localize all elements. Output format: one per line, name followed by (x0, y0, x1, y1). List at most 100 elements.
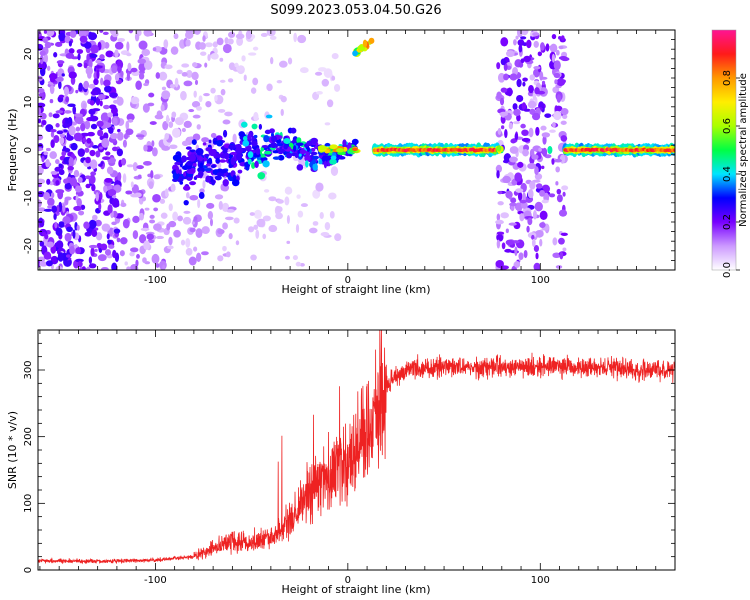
spectrogram-blob (237, 169, 243, 174)
spectrogram-blob (142, 257, 147, 264)
spectrogram-blob (194, 79, 199, 85)
spectrogram-blob (189, 181, 197, 186)
spectrogram-blob (245, 30, 252, 40)
spectrogram-blob (305, 160, 309, 168)
spectrogram-blob (117, 37, 125, 42)
y-tick-label: 300 (23, 360, 34, 379)
spectrogram-blob (292, 255, 298, 261)
spectrogram-blob (220, 154, 227, 159)
spectrogram-blob (242, 135, 248, 142)
spectrogram-blob (559, 154, 566, 164)
spectrogram-blob (555, 181, 559, 186)
spectrogram-blob (164, 64, 173, 70)
spectrogram-blob (59, 137, 65, 145)
spectrogram-blob (531, 112, 541, 121)
spectrogram-blob (54, 166, 62, 172)
spectrogram-blob (545, 43, 550, 52)
spectrogram-blob (248, 226, 255, 233)
snr-y-ticks: 0 100 200 300 (23, 329, 675, 573)
spectrogram-blob (529, 74, 536, 81)
spectrogram-blob (112, 194, 117, 199)
spectrogram-blob (132, 161, 138, 172)
spectrogram-blob (117, 171, 122, 181)
spectrogram-blob (500, 37, 509, 47)
spectrogram-blob (53, 134, 60, 144)
spectrogram-blob (311, 159, 316, 165)
spectrogram-blob (497, 128, 502, 135)
spectrogram-blob (308, 227, 318, 234)
spectrogram-blob (553, 72, 561, 79)
spectrogram-blob (135, 80, 142, 91)
spectrogram-blob (264, 150, 272, 155)
spectrogram-blob (496, 234, 504, 242)
spectrogram-blob (123, 133, 129, 140)
spectrogram-blob (65, 52, 75, 59)
spectrogram-blob (516, 114, 521, 122)
spectrogram-blob (161, 86, 167, 91)
spectrogram-blob (89, 53, 98, 58)
spectrogram-blob (91, 108, 101, 112)
spectrogram-blob (79, 35, 88, 43)
spectrogram-blob (99, 100, 103, 107)
spectrogram-blob (503, 73, 509, 81)
spectrogram-blob (540, 165, 545, 170)
spectrogram-blob (510, 138, 517, 144)
spectrogram-blob (276, 143, 284, 147)
spectrogram-blob (518, 252, 524, 260)
spectrogram-blob (266, 83, 273, 92)
spectrogram-blob (59, 133, 66, 138)
spectrogram-blob (63, 178, 69, 184)
spectrogram-blob (174, 77, 179, 88)
spectrogram-blob (100, 77, 104, 86)
spectrogram-blob (63, 129, 68, 133)
spectrogram-blob (56, 130, 64, 135)
spectrogram-blob (222, 119, 231, 125)
spectrogram-blob (72, 229, 76, 239)
spectrogram-blob (500, 58, 507, 66)
spectrogram-blob (174, 161, 181, 165)
spectrogram-blob (203, 93, 210, 97)
spectrogram-blob (217, 228, 225, 235)
spectrogram-blob (495, 259, 504, 268)
spectrogram-blob (46, 178, 51, 185)
spectrogram-blob (95, 192, 99, 202)
spectrogram-blob (68, 40, 73, 47)
spectrogram-blob (253, 209, 262, 219)
x-tick-label: 0 (345, 275, 351, 286)
spectrogram-blob (192, 62, 198, 68)
spectrogram-blob (104, 249, 112, 256)
spectrogram-blob (496, 170, 500, 179)
snr-panel: -100 0 100 0 100 200 300 Height of straight l… (6, 329, 676, 596)
spectrogram-blob (328, 192, 337, 200)
spectrogram-blob (38, 259, 41, 268)
spectrogram-blob (306, 140, 313, 147)
spectrogram-blob (38, 106, 41, 116)
spectrogram-blob (162, 120, 169, 131)
spectrogram-blob (277, 154, 285, 161)
spectrogram-blob (186, 169, 195, 174)
spectrogram-blob (91, 183, 96, 192)
spectrogram-blob (83, 41, 92, 49)
spectrogram-blob (255, 229, 260, 239)
spectrogram-blob (152, 193, 161, 203)
y-tick-label: 100 (23, 494, 34, 513)
spectrogram-blob (515, 188, 524, 193)
spectrogram-blob (560, 35, 565, 41)
spectrogram-blob (67, 166, 74, 171)
spectrogram-blob (193, 216, 198, 221)
spectrogram-blob (50, 192, 55, 199)
spectrogram-blob (183, 171, 187, 177)
spectrogram-blob (556, 188, 562, 195)
spectrogram-blob (38, 191, 45, 198)
x-tick-label: 100 (531, 275, 550, 286)
spectrogram-blob (138, 212, 145, 221)
spectrogram-blob (86, 53, 90, 63)
spectrogram-blob (210, 87, 216, 94)
spectrogram-blob (168, 121, 174, 129)
spectrogram-blob (555, 166, 560, 173)
spectrogram-blob (201, 137, 210, 143)
spectrogram-blob (295, 223, 300, 233)
spectrogram-blob (160, 104, 165, 112)
spectrogram-blob (146, 233, 155, 240)
spectrogram-blob (183, 120, 192, 129)
